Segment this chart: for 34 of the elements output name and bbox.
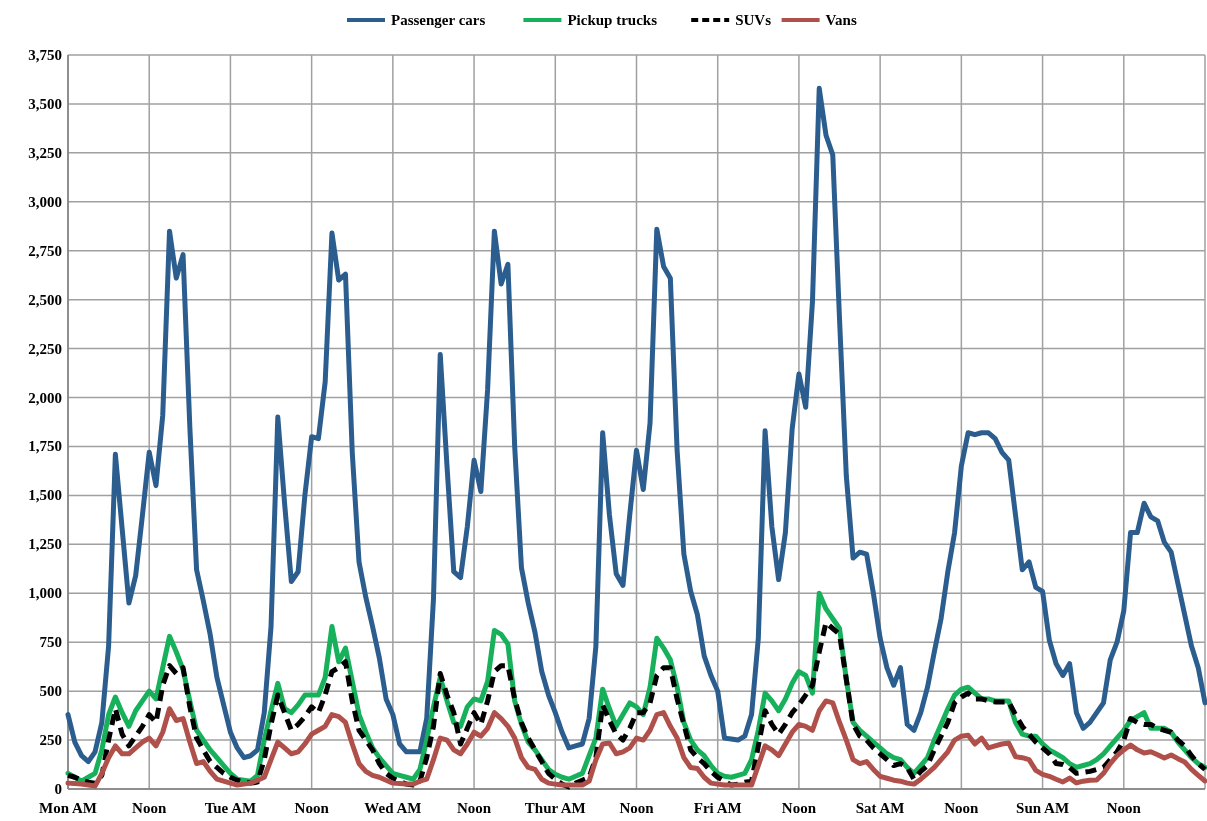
y-tick-label: 250 bbox=[39, 732, 62, 749]
legend-label: Pickup trucks bbox=[567, 12, 658, 28]
y-tick-label: 2,250 bbox=[28, 340, 62, 357]
x-tick-label: Thur AM bbox=[524, 800, 586, 816]
x-tick-label: Noon bbox=[944, 800, 980, 816]
y-tick-label: 500 bbox=[39, 683, 62, 700]
y-tick-label: 2,000 bbox=[28, 389, 62, 406]
y-tick-label: 2,500 bbox=[28, 291, 62, 308]
x-tick-label: Sun AM bbox=[1016, 800, 1070, 816]
x-tick-label: Noon bbox=[132, 800, 167, 816]
y-tick-label: 1,750 bbox=[28, 438, 62, 455]
x-tick-label: Noon bbox=[781, 800, 817, 816]
legend-label: Passenger cars bbox=[391, 12, 486, 28]
x-tick-label: Sat AM bbox=[855, 800, 905, 816]
y-tick-label: 1,500 bbox=[28, 487, 62, 504]
x-tick-label: Fri AM bbox=[693, 800, 742, 816]
x-tick-label: Tue AM bbox=[204, 800, 257, 816]
x-tick-label: Wed AM bbox=[364, 800, 422, 816]
y-tick-label: 3,500 bbox=[28, 95, 62, 112]
x-tick-label: Noon bbox=[1106, 800, 1142, 816]
y-tick-label: 3,250 bbox=[28, 144, 62, 161]
y-tick-label: 3,000 bbox=[28, 193, 62, 210]
x-tick-label: Noon bbox=[619, 800, 655, 816]
y-tick-label: 3,750 bbox=[28, 47, 62, 63]
y-tick-label: 750 bbox=[39, 634, 62, 651]
x-tick-label: Noon bbox=[294, 800, 330, 816]
x-tick-label: Mon AM bbox=[39, 800, 97, 816]
y-tick-label: 0 bbox=[54, 781, 62, 797]
x-tick-label: Noon bbox=[456, 800, 492, 816]
y-tick-label: 1,250 bbox=[28, 536, 62, 553]
y-tick-label: 2,750 bbox=[28, 242, 62, 259]
y-tick-label: 1,000 bbox=[28, 585, 62, 602]
legend-label: Vans bbox=[825, 12, 857, 28]
legend-label: SUVs bbox=[735, 12, 772, 28]
